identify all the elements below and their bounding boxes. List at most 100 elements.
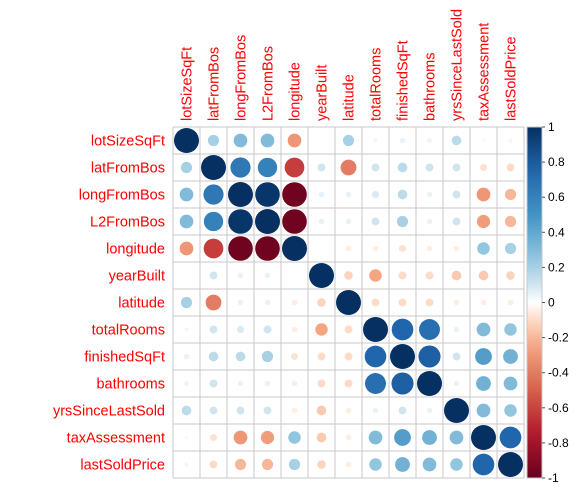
corr-circle-totalRooms-L2FromBos — [263, 325, 272, 334]
corr-circle-bathrooms-finishedSqFt — [391, 372, 414, 395]
corr-circle-latFromBos-longitude — [284, 157, 305, 178]
row-label-longFromBos: longFromBos — [79, 188, 165, 204]
corr-circle-longFromBos-L2FromBos — [255, 182, 280, 207]
corr-circle-finishedSqFt-latFromBos — [208, 351, 219, 362]
corr-circle-finishedSqFt-longFromBos — [235, 351, 246, 362]
corr-circle-latitude-finishedSqFt — [398, 298, 407, 307]
corr-circle-finishedSqFt-longitude — [290, 352, 299, 361]
corr-circle-totalRooms-lastSoldPrice — [504, 323, 517, 336]
corr-circle-lastSoldPrice-longFromBos — [234, 458, 247, 471]
column-label-lotSizeSqFt: lotSizeSqFt — [180, 47, 196, 121]
corr-circle-yearBuilt-latitude — [344, 271, 353, 280]
corr-circle-totalRooms-yrsSinceLastSold — [453, 326, 460, 333]
corr-circle-taxAssessment-taxAssessment — [471, 425, 496, 450]
corr-circle-totalRooms-yearBuilt — [315, 323, 328, 336]
row-label-L2FromBos: L2FromBos — [90, 215, 165, 231]
corr-circle-totalRooms-finishedSqFt — [391, 318, 414, 341]
corr-circle-latitude-yearBuilt — [317, 298, 326, 307]
corr-circle-latFromBos-lotSizeSqFt — [180, 161, 193, 174]
column-label-longitude: longitude — [288, 62, 304, 121]
corr-circle-taxAssessment-finishedSqFt — [394, 429, 411, 446]
corr-circle-latitude-taxAssessment — [480, 299, 487, 306]
corr-circle-finishedSqFt-latitude — [344, 352, 353, 361]
corr-circle-latFromBos-longFromBos — [230, 157, 251, 178]
corr-circle-bathrooms-latFromBos — [209, 379, 218, 388]
legend-tick-label: -1 — [548, 471, 559, 485]
corr-circle-taxAssessment-lastSoldPrice — [499, 426, 522, 449]
legend-tick-label: -0.2 — [548, 331, 569, 345]
corr-circle-latFromBos-taxAssessment — [479, 163, 488, 172]
legend-tick-label: 0.6 — [548, 190, 565, 204]
corr-circle-lastSoldPrice-latFromBos — [209, 460, 218, 469]
corr-circle-bathrooms-lastSoldPrice — [503, 376, 518, 391]
corr-circle-totalRooms-bathrooms — [419, 319, 440, 340]
corr-circle-lotSizeSqFt-longitude — [287, 133, 302, 148]
corr-circle-longFromBos-finishedSqFt — [397, 189, 408, 200]
corr-circle-yearBuilt-taxAssessment — [478, 270, 489, 281]
row-label-longitude: longitude — [106, 242, 165, 258]
corr-circle-lotSizeSqFt-lotSizeSqFt — [174, 128, 199, 153]
corr-circle-L2FromBos-latFromBos — [203, 211, 224, 232]
corr-circle-yearBuilt-totalRooms — [369, 269, 382, 282]
column-label-taxAssessment: taxAssessment — [477, 23, 493, 121]
corr-circle-L2FromBos-lastSoldPrice — [504, 215, 517, 228]
row-label-latFromBos: latFromBos — [91, 161, 165, 177]
corr-circle-taxAssessment-L2FromBos — [260, 430, 275, 445]
corr-circle-totalRooms-longFromBos — [236, 325, 245, 334]
corr-circle-lotSizeSqFt-yrsSinceLastSold — [451, 135, 462, 146]
column-label-totalRooms: totalRooms — [369, 48, 385, 121]
corr-circle-longFromBos-lastSoldPrice — [504, 188, 517, 201]
corr-circle-taxAssessment-totalRooms — [368, 430, 383, 445]
corr-circle-latitude-L2FromBos — [264, 299, 271, 306]
column-labels: lotSizeSqFt latFromBos longFromBos L2FromBo… — [180, 9, 520, 121]
corr-circle-longFromBos-latitude — [345, 191, 352, 198]
corr-circle-L2FromBos-longitude — [282, 209, 307, 234]
corr-circle-taxAssessment-latFromBos — [209, 433, 218, 442]
corr-circle-yearBuilt-yrsSinceLastSold — [451, 270, 462, 281]
legend-tick-label: -0.4 — [548, 366, 569, 380]
legend-tick-label: -0.8 — [548, 436, 569, 450]
corr-circle-taxAssessment-yearBuilt — [316, 432, 327, 443]
corr-circle-lotSizeSqFt-longFromBos — [233, 133, 248, 148]
row-label-yearBuilt: yearBuilt — [109, 269, 165, 285]
corr-circle-longFromBos-yrsSinceLastSold — [452, 190, 461, 199]
row-label-latitude: latitude — [118, 296, 165, 312]
column-label-yrsSinceLastSold: yrsSinceLastSold — [450, 9, 466, 121]
corr-circle-L2FromBos-taxAssessment — [476, 214, 491, 229]
corr-circle-latitude-lastSoldPrice — [507, 299, 514, 306]
corr-circle-yrsSinceLastSold-yearBuilt — [316, 405, 327, 416]
corr-circle-yearBuilt-finishedSqFt — [398, 271, 407, 280]
corr-circle-bathrooms-yearBuilt — [317, 379, 326, 388]
legend-tick-label: 0.8 — [548, 155, 565, 169]
corr-circle-bathrooms-taxAssessment — [476, 376, 491, 391]
corr-circle-lastSoldPrice-latitude — [345, 461, 352, 468]
corr-circle-totalRooms-latFromBos — [209, 325, 218, 334]
corr-circle-longitude-longitude — [282, 236, 307, 261]
corr-circle-longitude-lotSizeSqFt — [179, 241, 194, 256]
column-label-latFromBos: latFromBos — [207, 47, 223, 121]
corr-circle-totalRooms-lotSizeSqFt — [184, 327, 189, 332]
column-label-yearBuilt: yearBuilt — [315, 65, 331, 121]
corr-circle-yrsSinceLastSold-latitude — [345, 407, 352, 414]
corr-circle-lastSoldPrice-lastSoldPrice — [498, 452, 523, 477]
corr-circle-lotSizeSqFt-finishedSqFt — [399, 137, 406, 144]
row-label-taxAssessment: taxAssessment — [67, 431, 165, 447]
corr-circle-latitude-latFromBos — [205, 294, 222, 311]
corr-circle-latitude-latitude — [336, 290, 361, 315]
corr-circle-longFromBos-bathrooms — [426, 191, 433, 198]
legend-tick-label: 0 — [548, 296, 555, 310]
corr-circle-L2FromBos-lotSizeSqFt — [179, 214, 194, 229]
corr-circle-latFromBos-latFromBos — [201, 155, 226, 180]
corr-circle-yearBuilt-bathrooms — [425, 271, 434, 280]
corr-circle-finishedSqFt-lotSizeSqFt — [183, 353, 190, 360]
corr-circle-bathrooms-totalRooms — [365, 373, 386, 394]
column-label-L2FromBos: L2FromBos — [261, 46, 277, 121]
corr-circle-lotSizeSqFt-bathrooms — [427, 138, 432, 143]
corr-circle-L2FromBos-finishedSqFt — [396, 215, 409, 228]
corr-circle-bathrooms-longitude — [291, 380, 298, 387]
corr-circle-finishedSqFt-totalRooms — [364, 345, 387, 368]
corr-circle-longitude-latitude — [345, 245, 352, 252]
corr-circle-longitude-L2FromBos — [255, 236, 280, 261]
corr-circle-yearBuilt-lastSoldPrice — [506, 271, 515, 280]
